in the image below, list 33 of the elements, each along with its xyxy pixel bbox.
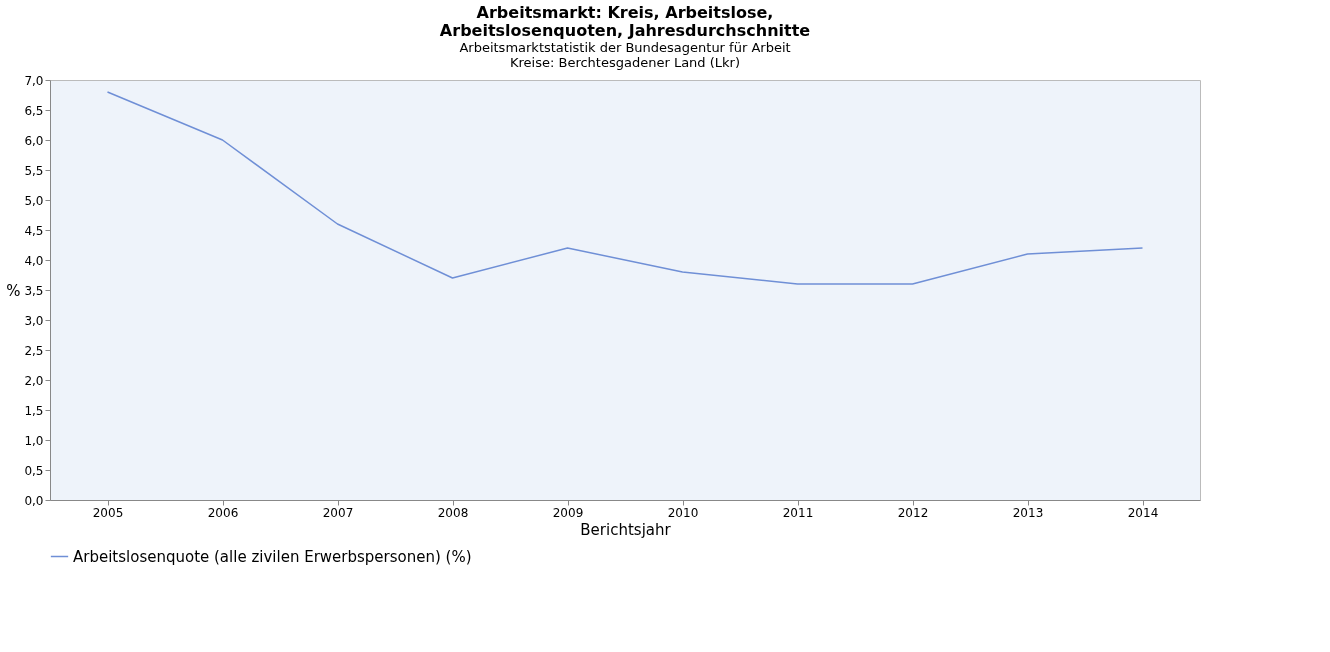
x-tick-label: 2009 — [552, 505, 584, 520]
y-tick-label: 3,5 — [24, 283, 44, 298]
x-tick-label: 2008 — [437, 505, 469, 520]
x-tick-label: 2011 — [782, 505, 814, 520]
x-axis-title: Berichtsjahr — [580, 520, 672, 539]
x-tick-label: 2007 — [322, 505, 354, 520]
y-tick-label: 5,0 — [24, 193, 44, 208]
x-tick-label: 2013 — [1012, 505, 1044, 520]
y-tick-label: 2,0 — [24, 373, 44, 388]
y-tick-label: 2,5 — [24, 343, 44, 358]
y-tick-label: 3,0 — [24, 313, 44, 328]
y-tick-label: 7,0 — [24, 73, 44, 88]
text: Arbeitsmarktstatistik der Bundesagentur für Arbeit — [459, 40, 791, 55]
y-tick-label: 1,0 — [24, 433, 44, 448]
line-series — [106, 91, 1144, 285]
y-tick-label: 1,5 — [24, 403, 44, 418]
y-tick-label: 0,5 — [24, 463, 44, 478]
y-tick-label: 5,5 — [24, 163, 44, 178]
text: Arbeitslosenquoten, Jahresdurchschnitte — [439, 21, 811, 40]
x-tick-label: 2006 — [207, 505, 239, 520]
text: Kreise: Berchtesgadener Land (Lkr) — [510, 55, 740, 70]
x-tick-label: 2012 — [897, 505, 929, 520]
x-tick-label: 2005 — [92, 505, 124, 520]
y-axis-title: % — [6, 281, 21, 300]
y-tick-label: 4,0 — [24, 253, 44, 268]
x-tick-label: 2010 — [667, 505, 699, 520]
y-tick-label: 0,0 — [24, 493, 44, 508]
y-tick-label: 4,5 — [24, 223, 44, 238]
y-tick-label: 6,0 — [24, 133, 44, 148]
x-tick-label: 2014 — [1127, 505, 1159, 520]
text: Arbeitsmarkt: Kreis, Arbeitslose, — [476, 3, 774, 22]
y-tick-label: 6,5 — [24, 103, 44, 118]
legend-label: Arbeitslosenquote (alle zivilen Erwerbspersonen) (%) — [73, 547, 472, 566]
